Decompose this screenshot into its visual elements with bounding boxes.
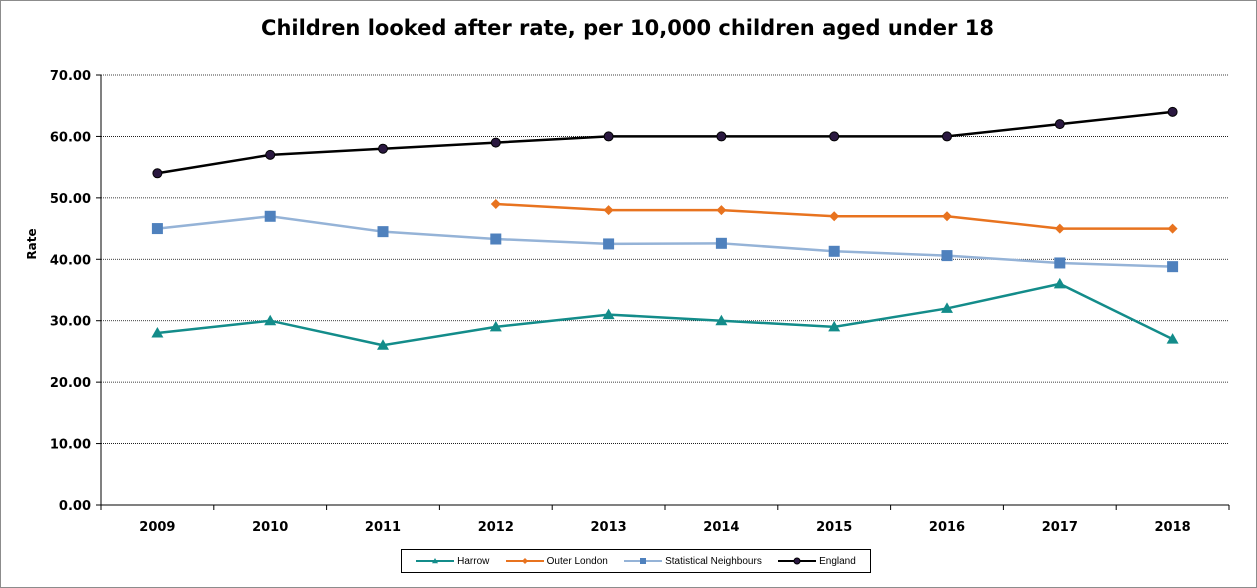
legend-label: Harrow [457, 555, 490, 567]
data-point [152, 168, 163, 179]
data-point [265, 149, 276, 160]
data-point [432, 558, 439, 564]
y-tick-label: 40.00 [50, 253, 91, 268]
axes [96, 74, 1230, 510]
legend-item: England [778, 556, 856, 567]
legend-item: Outer London [505, 555, 608, 567]
x-tick-label: 2010 [252, 520, 288, 535]
y-tick-label: 60.00 [50, 130, 91, 145]
data-point [521, 558, 528, 564]
legend-swatch [778, 557, 817, 565]
data-point [377, 339, 389, 350]
series-england [152, 106, 1178, 179]
y-tick-label: 0.00 [59, 499, 91, 514]
data-point [378, 143, 388, 154]
data-point [490, 199, 501, 209]
legend-item: Harrow [416, 556, 489, 567]
data-point [942, 131, 952, 142]
data-point [603, 131, 614, 142]
x-tick-label: 2018 [1155, 520, 1191, 535]
data-point [1166, 333, 1179, 344]
x-tick-label: 2014 [703, 520, 739, 535]
data-point [1167, 261, 1179, 273]
data-point [640, 558, 647, 564]
y-axis-title: Rate [25, 228, 39, 259]
data-point [490, 137, 501, 148]
data-point [715, 314, 728, 326]
legend-item: Statistical Neighbours [624, 556, 762, 567]
data-point [716, 131, 727, 142]
data-point [941, 250, 953, 262]
y-tick-label: 10.00 [50, 438, 91, 453]
data-point [377, 226, 389, 238]
legend-swatch [624, 558, 663, 564]
data-point [602, 308, 615, 320]
data-point [715, 237, 727, 249]
legend-swatch [416, 558, 455, 564]
y-tick-labels: 0.00 10.00 20.00 30.00 40.00 50.00 60.00 70.00 [50, 69, 91, 514]
data-point [1054, 223, 1065, 234]
legend-label: Outer London [546, 555, 608, 567]
data-point [151, 223, 163, 235]
data-point [1167, 223, 1178, 234]
data-point [264, 314, 277, 326]
data-point [1053, 277, 1066, 289]
data-point [941, 302, 953, 313]
series-line [157, 215, 1173, 268]
series-line [157, 282, 1174, 347]
data-point [1167, 106, 1178, 117]
x-tick-label: 2011 [365, 520, 401, 535]
data-point [489, 320, 502, 332]
legend-swatch [505, 558, 544, 564]
data-point [151, 327, 164, 338]
x-tick-label: 2016 [929, 520, 965, 535]
series-harrow [151, 277, 1179, 350]
series-line [157, 110, 1173, 175]
y-tick-label: 70.00 [50, 69, 91, 84]
data-point [1054, 257, 1066, 269]
legend-label: England [819, 555, 856, 567]
data-point [603, 205, 614, 216]
data-point [264, 210, 276, 222]
chart-title: Children looked after rate, per 10,000 c… [261, 16, 994, 40]
data-point [490, 233, 502, 245]
data-point [793, 557, 801, 565]
series-statistical-neighbours [151, 210, 1179, 273]
x-tick-label: 2017 [1042, 520, 1078, 535]
series-outer-london [490, 199, 1178, 234]
x-tick-label: 2015 [816, 520, 852, 535]
series-lines [151, 106, 1179, 350]
legend-label: Statistical Neighbours [665, 555, 762, 567]
y-tick-label: 20.00 [50, 376, 91, 391]
y-tick-label: 30.00 [50, 315, 91, 330]
data-point [942, 211, 952, 222]
x-tick-label: 2013 [591, 520, 627, 535]
y-tick-label: 50.00 [50, 192, 91, 207]
data-point [829, 131, 840, 142]
legend: Harrow Outer London Statistical Neighbours… [401, 549, 871, 573]
x-tick-label: 2012 [478, 520, 514, 535]
data-point [828, 320, 841, 332]
data-point [603, 238, 615, 250]
x-tick-label: 2009 [139, 520, 175, 535]
data-point [1054, 119, 1065, 130]
data-point [829, 211, 840, 222]
data-point [716, 205, 727, 216]
x-tick-labels: 2009 2010 2011 2012 2013 2014 2015 2016 2017 2018 [139, 520, 1190, 535]
data-point [828, 245, 840, 257]
